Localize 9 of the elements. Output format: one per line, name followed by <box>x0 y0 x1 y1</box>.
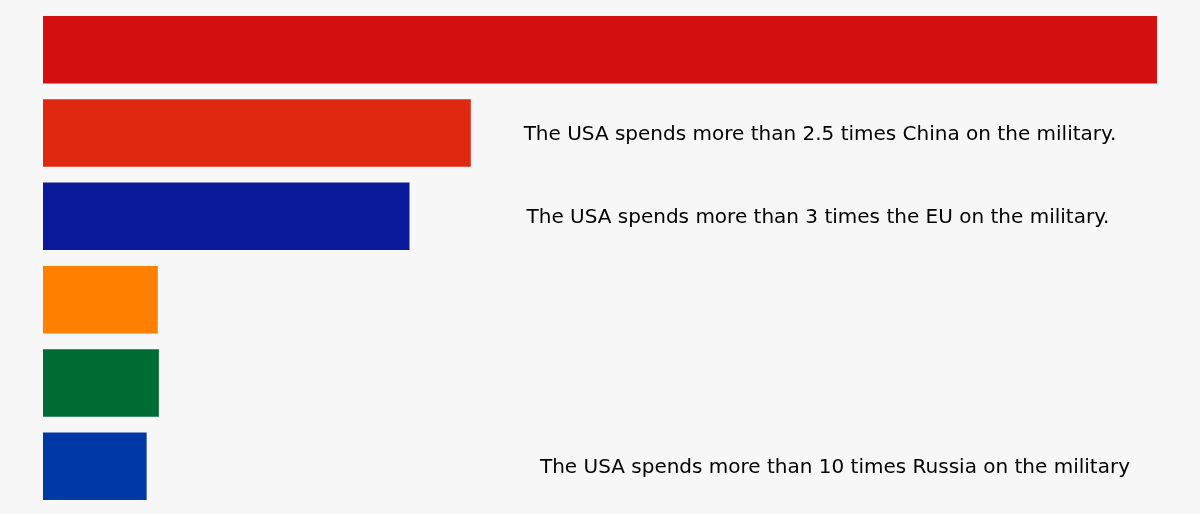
bar <box>43 349 159 417</box>
bar <box>43 182 410 251</box>
annotation: The USA spends more than 10 times Russia on the military <box>538 454 1131 479</box>
bar <box>43 99 471 167</box>
annotation: The USA spends more than 2.5 times China on the military. <box>522 121 1117 145</box>
bar <box>43 432 147 501</box>
bar <box>43 15 1157 84</box>
bar <box>43 265 158 334</box>
annotation: The USA spends more than 3 times the EU on the military. <box>525 204 1110 229</box>
